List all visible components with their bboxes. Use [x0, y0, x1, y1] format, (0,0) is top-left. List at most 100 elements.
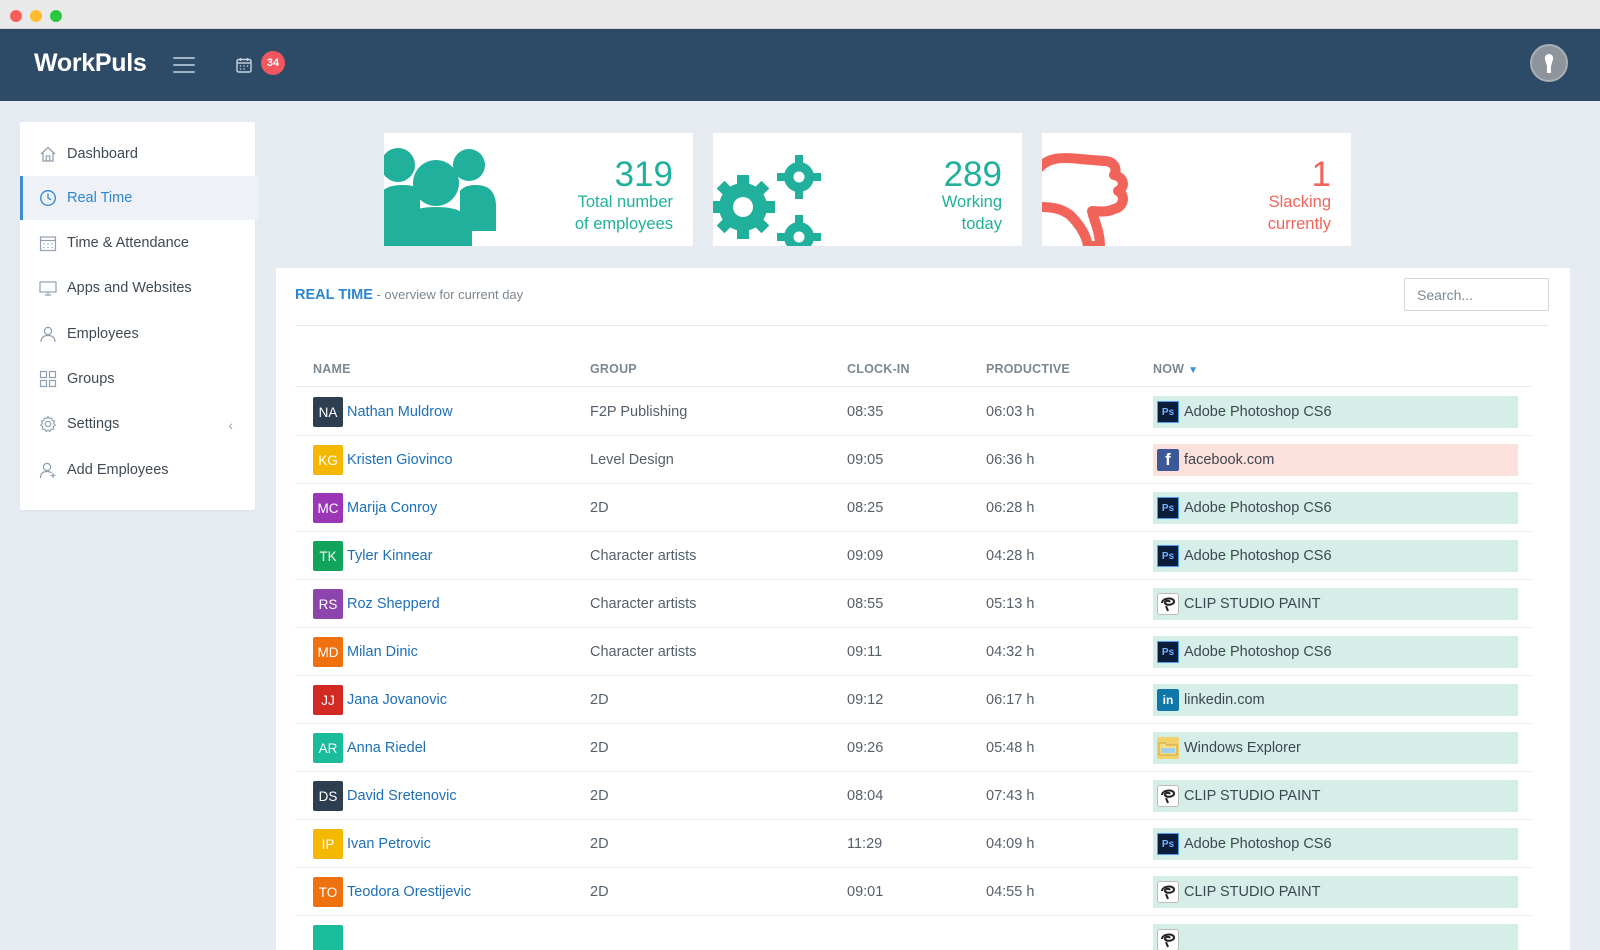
window-zoom-button[interactable] [50, 10, 62, 22]
employee-name-link[interactable]: Marija Conroy [347, 500, 438, 516]
chevron-left-icon[interactable]: ‹ [228, 417, 233, 433]
hamburger-icon[interactable] [173, 57, 195, 73]
cell-clock-in: 08:55 [847, 596, 884, 612]
current-app-name: Windows Explorer [1184, 740, 1301, 756]
table-row[interactable]: JJ Jana Jovanovic 2D 09:12 06:17 h in linkedin… [295, 676, 1531, 724]
cell-now: Ps Adobe Photoshop CS6 [1153, 532, 1518, 580]
notification-badge[interactable]: 34 [261, 51, 285, 75]
cell-productive: 06:28 h [986, 500, 1035, 516]
linkedin-icon: in [1157, 689, 1179, 711]
current-app-indicator[interactable]: Ps Adobe Photoshop CS6 [1153, 636, 1518, 668]
photoshop-icon: Ps [1157, 545, 1179, 567]
clip-studio-icon [1157, 593, 1179, 615]
app-logo[interactable]: WorkPuls [34, 49, 147, 77]
cell-clock-in: 09:26 [847, 740, 884, 756]
sidebar-item-employees[interactable]: Employees [20, 312, 255, 356]
clip-studio-icon [1157, 929, 1179, 950]
cell-name [313, 916, 347, 950]
sidebar-item-apps-websites[interactable]: Apps and Websites [20, 266, 255, 310]
employee-initials-avatar: TK [313, 541, 343, 571]
user-icon [38, 324, 58, 344]
employee-initials-avatar: TO [313, 877, 343, 907]
window-titlebar [0, 0, 1600, 29]
table-row[interactable]: TO Teodora Orestijevic 2D 09:01 04:55 h CLIP … [295, 868, 1531, 916]
home-icon [38, 144, 58, 164]
current-app-indicator[interactable]: CLIP STUDIO PAINT [1153, 588, 1518, 620]
column-header-now[interactable]: NOW ▼ [1153, 362, 1199, 376]
cell-clock-in: 08:04 [847, 788, 884, 804]
employee-name-link[interactable]: Kristen Giovinco [347, 452, 453, 468]
folder-icon [1157, 737, 1179, 759]
cell-group: F2P Publishing [590, 404, 688, 420]
employee-name-link[interactable]: Teodora Orestijevic [347, 884, 472, 900]
employee-name-link[interactable]: Roz Shepperd [347, 596, 440, 612]
clip-studio-icon [1157, 881, 1179, 903]
sidebar-item-groups[interactable]: Groups [20, 357, 255, 401]
calendar-icon[interactable] [236, 57, 252, 73]
cell-clock-in: 09:12 [847, 692, 884, 708]
table-row[interactable]: IP Ivan Petrovic 2D 11:29 04:09 h Ps Adobe Pho… [295, 820, 1531, 868]
employee-name-link[interactable]: Ivan Petrovic [347, 836, 431, 852]
current-app-indicator[interactable]: CLIP STUDIO PAINT [1153, 876, 1518, 908]
current-app-indicator[interactable]: Ps Adobe Photoshop CS6 [1153, 828, 1518, 860]
column-header-name[interactable]: NAME [313, 362, 351, 376]
gear-icon [38, 414, 58, 434]
table-row[interactable]: NA Nathan Muldrow F2P Publishing 08:35 06:03… [295, 388, 1531, 436]
table-row[interactable]: RS Roz Shepperd Character artists 08:55 05:1… [295, 580, 1531, 628]
divider [295, 325, 1549, 326]
current-app-indicator[interactable] [1153, 924, 1518, 950]
window-close-button[interactable] [10, 10, 22, 22]
stat-value: 289 [943, 155, 1002, 194]
current-app-indicator[interactable]: Windows Explorer [1153, 732, 1518, 764]
cell-clock-in: 09:09 [847, 548, 884, 564]
search-input[interactable] [1404, 278, 1549, 311]
sidebar-item-label: Time & Attendance [67, 235, 189, 251]
table-row[interactable] [295, 916, 1531, 950]
cell-now [1153, 916, 1518, 950]
sidebar-item-label: Apps and Websites [67, 280, 192, 296]
current-app-indicator[interactable]: f facebook.com [1153, 444, 1518, 476]
employee-name-link[interactable]: Nathan Muldrow [347, 404, 453, 420]
clock-icon [38, 188, 58, 208]
sidebar-item-add-employees[interactable]: Add Employees [20, 448, 255, 492]
employee-name-link[interactable]: David Sretenovic [347, 788, 457, 804]
current-app-indicator[interactable]: in linkedin.com [1153, 684, 1518, 716]
table-row[interactable]: TK Tyler Kinnear Character artists 09:09 04:… [295, 532, 1531, 580]
table-row[interactable]: AR Anna Riedel 2D 09:26 05:48 h Windows Explo… [295, 724, 1531, 772]
sidebar-item-settings[interactable]: Settings ‹ [20, 402, 255, 446]
cell-name: JJ Jana Jovanovic [313, 676, 447, 724]
employee-initials-avatar: RS [313, 589, 343, 619]
sidebar-item-dashboard[interactable]: Dashboard [20, 132, 255, 176]
table-row[interactable]: MC Marija Conroy 2D 08:25 06:28 h Ps Adobe Pho… [295, 484, 1531, 532]
employee-name-link[interactable]: Milan Dinic [347, 644, 418, 660]
column-header-clock-in[interactable]: CLOCK-IN [847, 362, 910, 376]
cell-group: 2D [590, 884, 609, 900]
current-app-indicator[interactable]: Ps Adobe Photoshop CS6 [1153, 540, 1518, 572]
table-row[interactable]: MD Milan Dinic Character artists 09:11 04:32… [295, 628, 1531, 676]
current-app-name: CLIP STUDIO PAINT [1184, 884, 1321, 900]
cell-name: NA Nathan Muldrow [313, 388, 453, 436]
employee-name-link[interactable]: Tyler Kinnear [347, 548, 433, 564]
table-row[interactable]: DS David Sretenovic 2D 08:04 07:43 h CLIP STU… [295, 772, 1531, 820]
app-root: WorkPuls 34 Dashboard Real Time Tim [0, 29, 1600, 950]
clip-studio-icon [1157, 785, 1179, 807]
column-header-productive[interactable]: PRODUCTIVE [986, 362, 1070, 376]
current-app-indicator[interactable]: Ps Adobe Photoshop CS6 [1153, 492, 1518, 524]
employee-name-link[interactable]: Anna Riedel [347, 740, 426, 756]
user-avatar-icon[interactable] [1530, 44, 1568, 82]
window-minimize-button[interactable] [30, 10, 42, 22]
top-navbar: WorkPuls 34 [0, 29, 1600, 101]
column-header-group[interactable]: GROUP [590, 362, 637, 376]
cell-name: MC Marija Conroy [313, 484, 437, 532]
current-app-name: Adobe Photoshop CS6 [1184, 644, 1332, 660]
cell-now: Ps Adobe Photoshop CS6 [1153, 628, 1518, 676]
employee-name-link[interactable]: Jana Jovanovic [347, 692, 447, 708]
stat-caption: Total number of employees [574, 193, 673, 233]
current-app-indicator[interactable]: Ps Adobe Photoshop CS6 [1153, 396, 1518, 428]
facebook-icon: f [1157, 449, 1179, 471]
current-app-indicator[interactable]: CLIP STUDIO PAINT [1153, 780, 1518, 812]
sidebar-item-real-time[interactable]: Real Time [20, 176, 258, 220]
sidebar-item-time-attendance[interactable]: Time & Attendance [20, 221, 255, 265]
table-row[interactable]: KG Kristen Giovinco Level Design 09:05 06:36… [295, 436, 1531, 484]
cell-group: Level Design [590, 452, 674, 468]
